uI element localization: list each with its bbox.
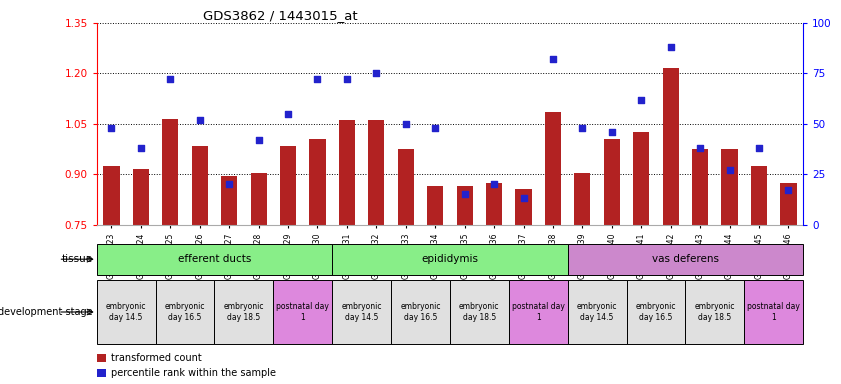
Point: [369, 70, 383, 76]
Bar: [780, 183, 796, 225]
Bar: [221, 176, 237, 225]
Text: development stage: development stage: [0, 307, 93, 317]
Text: embryonic
day 16.5: embryonic day 16.5: [165, 302, 205, 322]
Bar: [398, 149, 414, 225]
Text: embryonic
day 14.5: embryonic day 14.5: [106, 302, 146, 322]
Text: GDS3862 / 1443015_at: GDS3862 / 1443015_at: [203, 9, 357, 22]
Point: [781, 187, 795, 194]
Point: [134, 145, 147, 151]
Point: [251, 137, 265, 143]
Point: [693, 145, 706, 151]
Bar: [457, 186, 473, 225]
Bar: [332, 244, 568, 275]
Bar: [568, 244, 803, 275]
Point: [399, 121, 412, 127]
Bar: [685, 280, 744, 344]
Point: [458, 191, 471, 197]
Point: [104, 125, 118, 131]
Bar: [450, 280, 509, 344]
Bar: [574, 172, 590, 225]
Text: postnatal day
1: postnatal day 1: [748, 302, 800, 322]
Point: [428, 125, 442, 131]
Point: [516, 195, 530, 202]
Bar: [280, 146, 296, 225]
Bar: [568, 280, 627, 344]
Bar: [251, 172, 267, 225]
Text: embryonic
day 14.5: embryonic day 14.5: [341, 302, 382, 322]
Bar: [97, 280, 156, 344]
Point: [340, 76, 353, 83]
Text: embryonic
day 16.5: embryonic day 16.5: [400, 302, 441, 322]
Bar: [751, 166, 767, 225]
Bar: [391, 280, 450, 344]
Bar: [97, 354, 106, 362]
Bar: [744, 280, 803, 344]
Text: postnatal day
1: postnatal day 1: [512, 302, 564, 322]
Bar: [368, 121, 384, 225]
Bar: [545, 112, 561, 225]
Point: [664, 44, 677, 50]
Bar: [509, 280, 568, 344]
Point: [752, 145, 765, 151]
Bar: [722, 149, 738, 225]
Bar: [309, 139, 325, 225]
Bar: [633, 132, 649, 225]
Bar: [604, 139, 620, 225]
Point: [281, 111, 294, 117]
Text: epididymis: epididymis: [421, 254, 479, 264]
Bar: [156, 280, 214, 344]
Bar: [192, 146, 208, 225]
Point: [605, 129, 618, 135]
Point: [575, 125, 589, 131]
Bar: [332, 280, 391, 344]
Bar: [516, 189, 532, 225]
Text: embryonic
day 14.5: embryonic day 14.5: [577, 302, 617, 322]
Bar: [133, 169, 149, 225]
Point: [222, 181, 235, 187]
Point: [634, 97, 648, 103]
Point: [193, 117, 206, 123]
Text: percentile rank within the sample: percentile rank within the sample: [111, 368, 276, 378]
Text: postnatal day
1: postnatal day 1: [277, 302, 329, 322]
Bar: [97, 369, 106, 377]
Text: embryonic
day 18.5: embryonic day 18.5: [224, 302, 264, 322]
Bar: [97, 244, 332, 275]
Text: tissue: tissue: [61, 254, 93, 264]
Bar: [627, 280, 685, 344]
Bar: [273, 280, 332, 344]
Text: vas deferens: vas deferens: [652, 254, 719, 264]
Point: [722, 167, 736, 173]
Point: [163, 76, 177, 83]
Text: embryonic
day 18.5: embryonic day 18.5: [695, 302, 735, 322]
Bar: [162, 119, 178, 225]
Text: efferent ducts: efferent ducts: [177, 254, 251, 264]
Point: [546, 56, 559, 63]
Bar: [214, 280, 273, 344]
Point: [310, 76, 324, 83]
Text: embryonic
day 16.5: embryonic day 16.5: [636, 302, 676, 322]
Text: transformed count: transformed count: [111, 353, 202, 363]
Bar: [339, 121, 355, 225]
Bar: [427, 186, 443, 225]
Point: [487, 181, 500, 187]
Bar: [663, 68, 679, 225]
Bar: [692, 149, 708, 225]
Text: embryonic
day 18.5: embryonic day 18.5: [459, 302, 500, 322]
Bar: [486, 183, 502, 225]
Bar: [103, 166, 119, 225]
